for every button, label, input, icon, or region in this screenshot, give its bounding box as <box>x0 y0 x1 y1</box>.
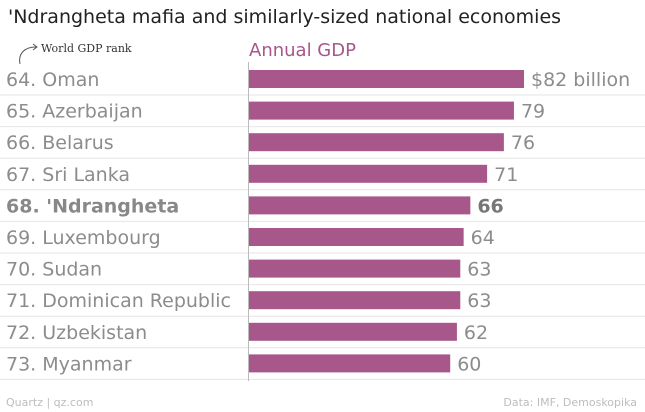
category-label: 65. Azerbaijan <box>6 101 143 123</box>
category-label: 66. Belarus <box>6 132 114 154</box>
rank-note: World GDP rank <box>19 42 132 65</box>
bar <box>249 322 457 341</box>
category-label: 67. Sri Lanka <box>6 164 130 186</box>
value-label: 60 <box>457 353 481 375</box>
category-label: 71. Dominican Republic <box>6 290 231 312</box>
bar <box>249 101 514 120</box>
value-label: 71 <box>494 164 518 186</box>
category-label: 70. Sudan <box>6 259 102 281</box>
data-source: Data: IMF, Demoskopika <box>503 396 637 409</box>
chart-title: 'Ndrangheta mafia and similarly-sized na… <box>8 6 562 28</box>
value-label: $82 billion <box>531 69 630 91</box>
category-label: 64. Oman <box>6 69 99 91</box>
bar <box>249 196 471 215</box>
bars: 64. Oman $82 billion 65. Azerbaijan 79 66. B… <box>6 69 630 375</box>
source-credit: Quartz | qz.com <box>6 396 94 409</box>
bar <box>249 259 461 278</box>
curved-arrow-icon <box>19 46 37 65</box>
bar <box>249 164 488 183</box>
bar <box>249 133 504 152</box>
value-label: 63 <box>467 259 491 281</box>
grid-lines <box>0 94 645 380</box>
series-header: Annual GDP <box>249 40 356 61</box>
bar <box>249 291 461 310</box>
category-label: 73. Myanmar <box>6 353 132 375</box>
category-label: 69. Luxembourg <box>6 227 161 249</box>
arrow-head-icon <box>32 43 38 51</box>
value-label: 64 <box>471 227 495 249</box>
value-label: 62 <box>464 322 488 344</box>
value-label: 63 <box>467 290 491 312</box>
category-label: 72. Uzbekistan <box>6 322 147 344</box>
value-label: 66 <box>477 195 503 217</box>
value-label: 79 <box>521 101 545 123</box>
value-label: 76 <box>511 132 535 154</box>
bar <box>249 70 524 88</box>
category-label: 68. 'Ndrangheta <box>6 195 179 217</box>
bar <box>249 354 451 373</box>
bar <box>249 228 464 246</box>
rank-note-text: World GDP rank <box>41 42 132 55</box>
